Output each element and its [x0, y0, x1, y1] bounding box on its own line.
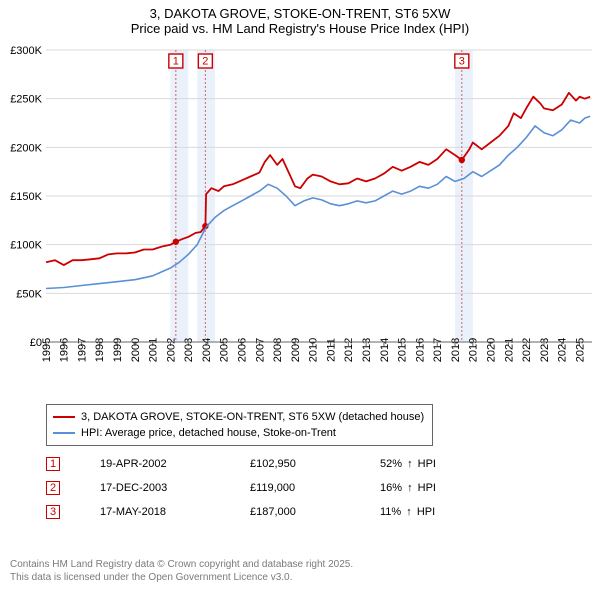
sales-table: 1 19-APR-2002 £102,950 52% ↑ HPI 2 17-DE… [46, 452, 440, 524]
table-row: 2 17-DEC-2003 £119,000 16% ↑ HPI [46, 476, 440, 500]
svg-text:2013: 2013 [361, 338, 373, 362]
title-address: 3, DAKOTA GROVE, STOKE-ON-TRENT, ST6 5XW [0, 6, 600, 21]
footer-attribution: Contains HM Land Registry data © Crown c… [10, 558, 353, 584]
svg-text:2009: 2009 [290, 338, 302, 362]
sale-price: £119,000 [250, 482, 380, 494]
legend-swatch [53, 432, 75, 434]
svg-text:2015: 2015 [397, 338, 409, 362]
svg-text:2002: 2002 [165, 338, 177, 362]
svg-text:1999: 1999 [112, 338, 124, 362]
svg-text:2012: 2012 [343, 338, 355, 362]
svg-text:2018: 2018 [450, 338, 462, 362]
svg-text:2007: 2007 [254, 338, 266, 362]
svg-text:2008: 2008 [272, 338, 284, 362]
svg-text:2020: 2020 [485, 338, 497, 362]
table-row: 1 19-APR-2002 £102,950 52% ↑ HPI [46, 452, 440, 476]
svg-text:3: 3 [459, 55, 465, 67]
svg-text:2000: 2000 [130, 338, 142, 362]
legend-item: 3, DAKOTA GROVE, STOKE-ON-TRENT, ST6 5XW… [53, 409, 424, 425]
svg-text:1998: 1998 [94, 338, 106, 362]
svg-text:1997: 1997 [76, 338, 88, 362]
svg-text:1995: 1995 [41, 338, 53, 362]
svg-text:£150K: £150K [10, 191, 42, 203]
legend-label: HPI: Average price, detached house, Stok… [81, 427, 336, 439]
sale-date: 17-DEC-2003 [100, 482, 250, 494]
svg-text:2010: 2010 [308, 338, 320, 362]
chart-title: 3, DAKOTA GROVE, STOKE-ON-TRENT, ST6 5XW… [0, 0, 600, 38]
ref-badge: 1 [46, 457, 60, 471]
svg-text:2003: 2003 [183, 338, 195, 362]
svg-text:2016: 2016 [414, 338, 426, 362]
svg-text:1996: 1996 [59, 338, 71, 362]
svg-text:£50K: £50K [16, 288, 42, 300]
ref-badge: 3 [46, 505, 60, 519]
sale-date: 19-APR-2002 [100, 458, 250, 470]
footer-line: Contains HM Land Registry data © Crown c… [10, 558, 353, 571]
svg-text:£250K: £250K [10, 94, 42, 106]
svg-text:2014: 2014 [379, 338, 391, 362]
line-chart: £0£50K£100K£150K£200K£250K£300K199519961… [0, 42, 600, 400]
sale-price: £187,000 [250, 506, 380, 518]
arrow-up-icon: ↑ [406, 506, 412, 518]
svg-text:2004: 2004 [201, 338, 213, 362]
arrow-up-icon: ↑ [407, 482, 413, 494]
chart-container: 3, DAKOTA GROVE, STOKE-ON-TRENT, ST6 5XW… [0, 0, 600, 590]
footer-line: This data is licensed under the Open Gov… [10, 571, 353, 584]
svg-text:2001: 2001 [148, 338, 160, 362]
sale-date: 17-MAY-2018 [100, 506, 250, 518]
svg-text:£100K: £100K [10, 240, 42, 252]
table-row: 3 17-MAY-2018 £187,000 11% ↑ HPI [46, 500, 440, 524]
arrow-up-icon: ↑ [407, 458, 413, 470]
legend: 3, DAKOTA GROVE, STOKE-ON-TRENT, ST6 5XW… [46, 404, 433, 446]
svg-text:2022: 2022 [521, 338, 533, 362]
legend-swatch [53, 416, 75, 418]
sale-pct: 11% ↑ HPI [380, 506, 440, 518]
svg-text:2017: 2017 [432, 338, 444, 362]
title-subtitle: Price paid vs. HM Land Registry's House … [0, 21, 600, 36]
svg-text:2: 2 [202, 55, 208, 67]
svg-text:1: 1 [173, 55, 179, 67]
svg-text:£200K: £200K [10, 142, 42, 154]
chart-area: £0£50K£100K£150K£200K£250K£300K199519961… [0, 42, 600, 400]
legend-label: 3, DAKOTA GROVE, STOKE-ON-TRENT, ST6 5XW… [81, 411, 424, 423]
sale-pct: 16% ↑ HPI [380, 482, 440, 494]
svg-text:£300K: £300K [10, 45, 42, 57]
svg-text:2006: 2006 [236, 338, 248, 362]
sale-price: £102,950 [250, 458, 380, 470]
svg-text:2021: 2021 [503, 338, 515, 362]
ref-badge: 2 [46, 481, 60, 495]
svg-text:2019: 2019 [468, 338, 480, 362]
legend-item: HPI: Average price, detached house, Stok… [53, 425, 424, 441]
svg-text:2005: 2005 [219, 338, 231, 362]
svg-text:2025: 2025 [574, 338, 586, 362]
svg-text:2024: 2024 [557, 338, 569, 362]
svg-text:2023: 2023 [539, 338, 551, 362]
sale-pct: 52% ↑ HPI [380, 458, 440, 470]
